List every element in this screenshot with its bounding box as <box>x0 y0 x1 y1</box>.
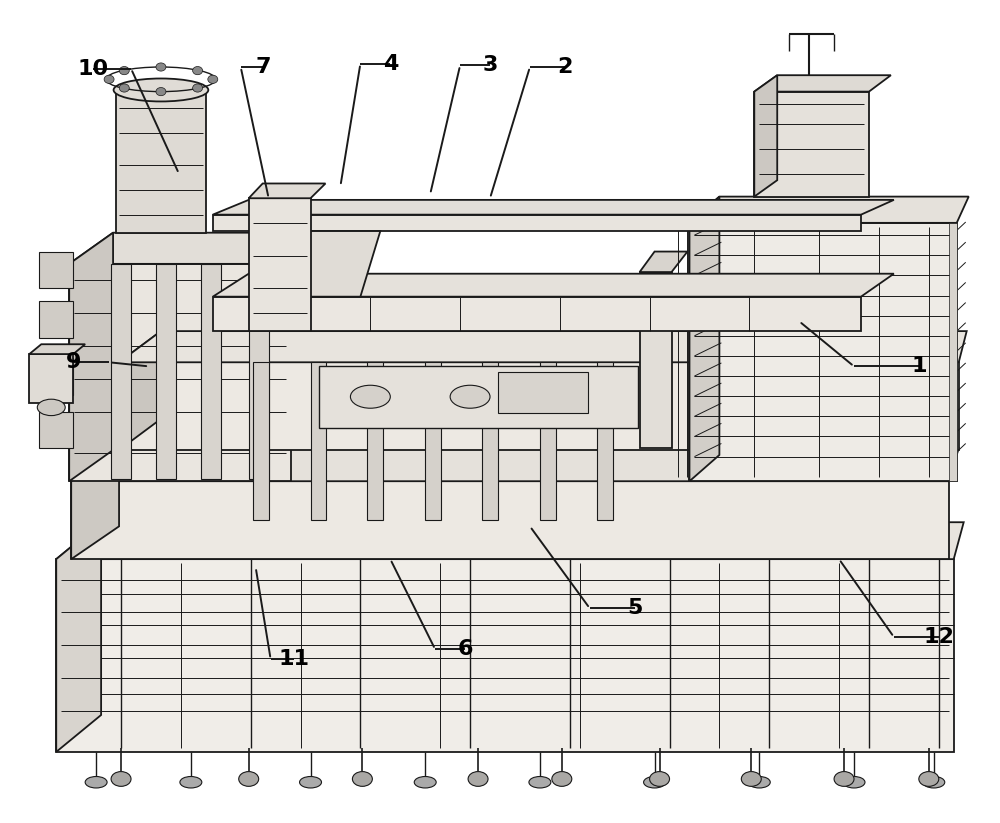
Polygon shape <box>56 523 964 559</box>
Ellipse shape <box>529 776 551 788</box>
Ellipse shape <box>350 385 390 408</box>
Polygon shape <box>319 366 638 428</box>
Circle shape <box>119 67 129 75</box>
Polygon shape <box>111 264 131 479</box>
Polygon shape <box>71 449 119 559</box>
Circle shape <box>156 63 166 71</box>
Ellipse shape <box>552 772 572 786</box>
Text: 7: 7 <box>256 57 271 77</box>
Polygon shape <box>56 523 101 752</box>
Ellipse shape <box>450 385 490 408</box>
Circle shape <box>208 75 218 83</box>
Polygon shape <box>201 264 221 479</box>
Ellipse shape <box>180 776 202 788</box>
Text: 12: 12 <box>923 627 954 647</box>
Ellipse shape <box>239 772 259 786</box>
Polygon shape <box>213 274 894 296</box>
Polygon shape <box>367 362 383 520</box>
Circle shape <box>104 75 114 83</box>
Polygon shape <box>213 200 894 215</box>
Polygon shape <box>116 91 206 233</box>
Polygon shape <box>249 184 325 198</box>
Ellipse shape <box>834 772 854 786</box>
Polygon shape <box>69 264 291 481</box>
Polygon shape <box>119 331 967 362</box>
Polygon shape <box>213 215 861 231</box>
Ellipse shape <box>414 776 436 788</box>
Polygon shape <box>540 362 556 520</box>
Polygon shape <box>640 272 672 449</box>
Polygon shape <box>71 449 959 481</box>
Polygon shape <box>249 264 269 479</box>
Ellipse shape <box>37 399 65 416</box>
Circle shape <box>119 84 129 92</box>
Text: 6: 6 <box>457 639 473 659</box>
Polygon shape <box>213 296 861 331</box>
Ellipse shape <box>352 772 372 786</box>
Polygon shape <box>69 233 332 264</box>
Ellipse shape <box>644 776 666 788</box>
Polygon shape <box>39 300 73 337</box>
Polygon shape <box>29 354 73 403</box>
Polygon shape <box>56 559 954 752</box>
Polygon shape <box>119 331 161 450</box>
Text: 4: 4 <box>383 53 398 74</box>
Polygon shape <box>71 481 949 559</box>
Ellipse shape <box>114 78 208 101</box>
Polygon shape <box>261 231 380 296</box>
Text: 1: 1 <box>911 356 927 376</box>
Polygon shape <box>949 223 957 481</box>
Ellipse shape <box>85 776 107 788</box>
Ellipse shape <box>843 776 865 788</box>
Polygon shape <box>253 362 269 520</box>
Polygon shape <box>689 223 957 481</box>
Polygon shape <box>425 362 441 520</box>
Polygon shape <box>754 75 777 197</box>
Polygon shape <box>39 252 73 289</box>
Polygon shape <box>754 75 891 91</box>
Ellipse shape <box>923 776 945 788</box>
Polygon shape <box>39 412 73 449</box>
Ellipse shape <box>748 776 770 788</box>
Text: 2: 2 <box>557 57 573 77</box>
Circle shape <box>193 84 203 92</box>
Polygon shape <box>498 372 588 413</box>
Polygon shape <box>689 197 719 481</box>
Ellipse shape <box>741 772 761 786</box>
Circle shape <box>193 67 203 75</box>
Polygon shape <box>640 252 687 272</box>
Polygon shape <box>249 198 311 331</box>
Text: 3: 3 <box>482 55 498 76</box>
Polygon shape <box>482 362 498 520</box>
Circle shape <box>156 87 166 95</box>
Polygon shape <box>156 264 176 479</box>
Polygon shape <box>597 362 613 520</box>
Text: 11: 11 <box>278 649 309 669</box>
Polygon shape <box>311 362 326 520</box>
Text: 9: 9 <box>66 352 81 372</box>
Polygon shape <box>69 233 113 481</box>
Text: 10: 10 <box>78 58 109 79</box>
Polygon shape <box>39 358 73 395</box>
Ellipse shape <box>650 772 670 786</box>
Polygon shape <box>689 197 969 223</box>
Ellipse shape <box>300 776 321 788</box>
Ellipse shape <box>468 772 488 786</box>
Text: 5: 5 <box>627 598 642 618</box>
Ellipse shape <box>919 772 939 786</box>
Polygon shape <box>119 362 959 450</box>
Ellipse shape <box>111 772 131 786</box>
Polygon shape <box>29 344 85 354</box>
Polygon shape <box>754 91 869 197</box>
